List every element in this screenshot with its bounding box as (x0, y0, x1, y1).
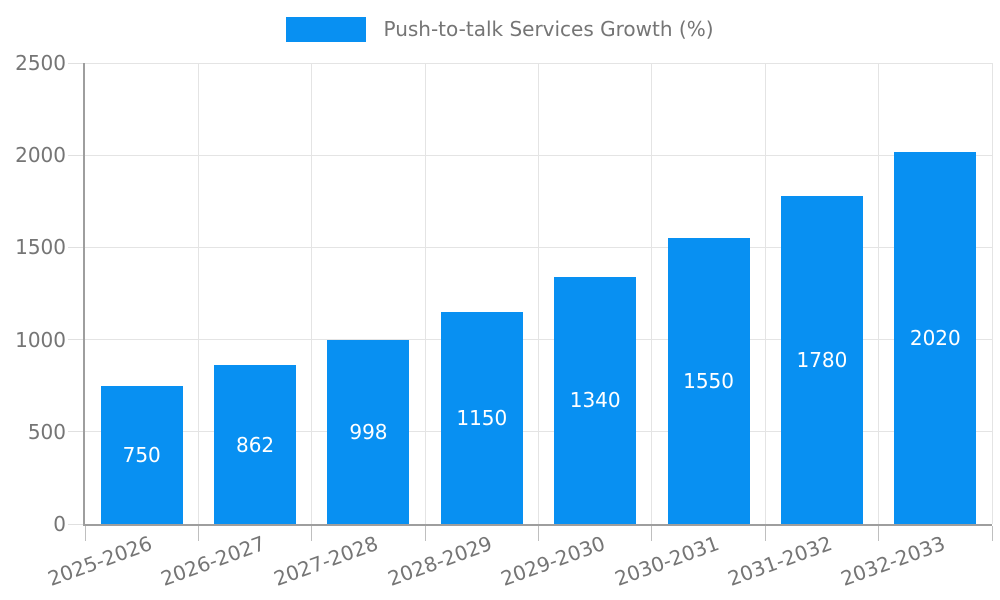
v-gridline (197, 63, 199, 524)
x-tick-mark (538, 526, 539, 541)
bar-value-label: 998 (349, 419, 388, 444)
x-axis-tick-label: 2031-2032 (724, 531, 836, 591)
v-gridline (991, 63, 993, 524)
x-axis-tick-label: 2029-2030 (497, 531, 609, 591)
y-axis-tick-label: 500 (27, 419, 66, 444)
bar (100, 385, 183, 524)
bar (440, 311, 523, 524)
x-tick-mark (424, 526, 426, 541)
x-axis-line (83, 524, 992, 526)
y-tick-mark (68, 523, 85, 525)
y-tick-mark (68, 431, 85, 433)
v-gridline (538, 63, 539, 524)
bar-value-label: 1550 (683, 369, 735, 394)
v-gridline (878, 63, 880, 524)
y-tick-mark (68, 62, 85, 64)
bar-value-label: 1340 (569, 388, 621, 413)
bar (327, 339, 410, 524)
y-axis-tick-label: 2500 (15, 51, 66, 75)
v-gridline (651, 63, 653, 524)
y-tick-mark (68, 154, 85, 156)
legend-label: Push-to-talk Services Growth (%) (383, 17, 714, 41)
x-axis-tick-label: 2025-2026 (44, 531, 155, 591)
x-tick-mark (651, 526, 653, 541)
x-axis-tick-label: 2030-2031 (611, 531, 722, 591)
y-axis-tick-label: 2000 (15, 143, 66, 168)
y-tick-mark (68, 246, 85, 248)
v-gridline (764, 63, 766, 524)
bar (554, 276, 637, 524)
legend-swatch (286, 17, 367, 42)
y-axis-line (83, 63, 85, 526)
y-axis-tick-label: 1000 (15, 327, 66, 352)
x-axis-tick-label: 2026-2027 (157, 531, 269, 591)
bar (214, 365, 297, 524)
x-axis-tick-label: 2032-2033 (837, 531, 949, 591)
legend: Push-to-talk Services Growth (%) (0, 17, 1000, 42)
x-axis-tick-label: 2028-2029 (384, 531, 496, 591)
x-tick-mark (84, 526, 86, 541)
bar-value-label: 1150 (456, 405, 508, 430)
x-tick-mark (878, 526, 880, 541)
bar-value-label: 1780 (796, 347, 848, 372)
v-gridline (424, 63, 426, 524)
bar-value-label: 2020 (909, 325, 961, 350)
x-tick-mark (197, 526, 199, 541)
x-tick-mark (991, 526, 993, 541)
bar (780, 195, 863, 524)
y-tick-mark (68, 339, 85, 341)
bar (894, 151, 977, 524)
y-axis-tick-label: 0 (53, 512, 66, 536)
x-tick-mark (311, 526, 313, 541)
x-tick-mark (764, 526, 766, 541)
v-gridline (311, 63, 313, 524)
bar (667, 238, 750, 524)
bar-value-label: 750 (122, 442, 161, 467)
y-axis-tick-label: 1500 (15, 235, 66, 260)
x-axis-tick-label: 2027-2028 (270, 531, 382, 591)
bar-value-label: 862 (235, 432, 275, 457)
